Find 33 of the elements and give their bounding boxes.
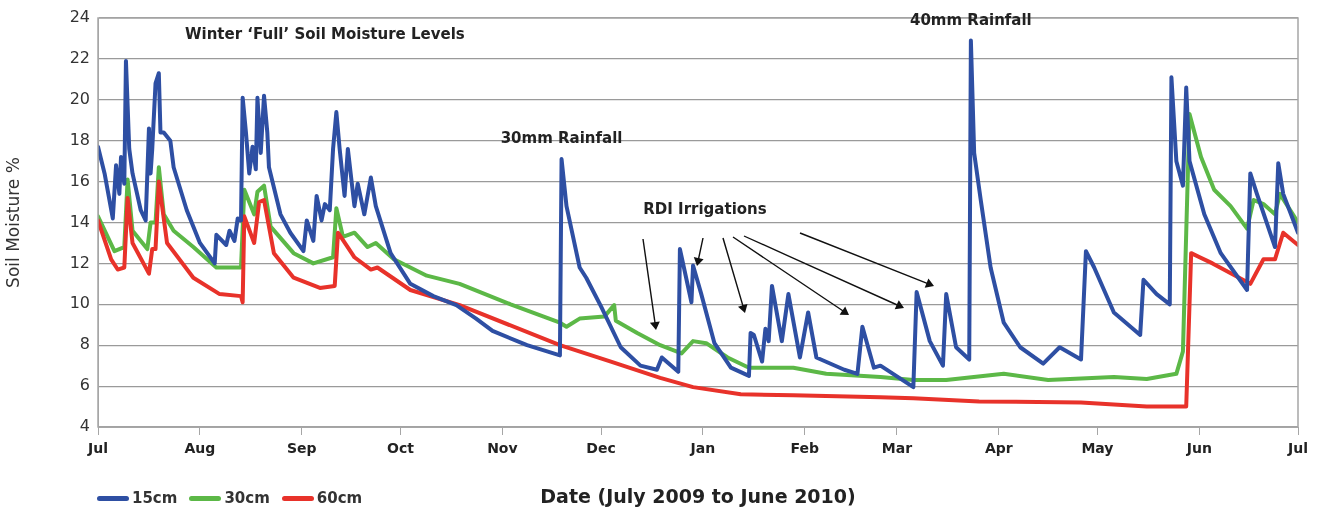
y-tick-label: 20 xyxy=(69,88,90,108)
y-tick-label: 4 xyxy=(79,416,90,436)
x-tick-label: Nov xyxy=(487,440,518,457)
legend-label: 30cm xyxy=(224,489,270,507)
y-axis-title: Soil Moisture % xyxy=(2,157,23,288)
x-tick-label: Sep xyxy=(287,440,317,457)
y-tick-label: 12 xyxy=(69,252,90,272)
y-tick-label: 22 xyxy=(69,48,90,68)
x-tick-label: Mar xyxy=(881,440,913,457)
legend-label: 15cm xyxy=(132,489,178,507)
annotation: 30mm Rainfall xyxy=(500,129,623,148)
x-tick-label: Apr xyxy=(984,440,1013,457)
x-tick-label: May xyxy=(1081,440,1114,457)
legend-label: 60cm xyxy=(316,489,363,507)
y-tick-label: 8 xyxy=(79,334,90,354)
y-tick-label: 18 xyxy=(69,129,90,149)
annotation: Winter ‘Full’ Soil Moisture Levels xyxy=(185,24,465,43)
x-tick-label: Aug xyxy=(184,440,216,457)
y-tick-label: 24 xyxy=(69,7,90,27)
annotation: RDI Irrigations xyxy=(643,199,767,218)
x-tick-label: Jul xyxy=(87,440,108,457)
x-tick-label: Dec xyxy=(586,440,616,457)
x-tick-label: Jun xyxy=(1185,440,1212,457)
y-tick-label: 14 xyxy=(69,211,90,231)
x-tick-label: Feb xyxy=(790,440,820,457)
x-tick-label: Jul xyxy=(1287,440,1308,457)
y-tick-label: 10 xyxy=(69,293,90,313)
y-tick-label: 16 xyxy=(69,170,90,190)
y-tick-label: 6 xyxy=(79,375,90,395)
x-axis-title: Date (July 2009 to June 2010) xyxy=(540,484,856,507)
x-tick-label: Jan xyxy=(689,440,716,457)
annotation: 40mm Rainfall xyxy=(909,10,1032,29)
x-tick-label: Oct xyxy=(387,440,415,457)
